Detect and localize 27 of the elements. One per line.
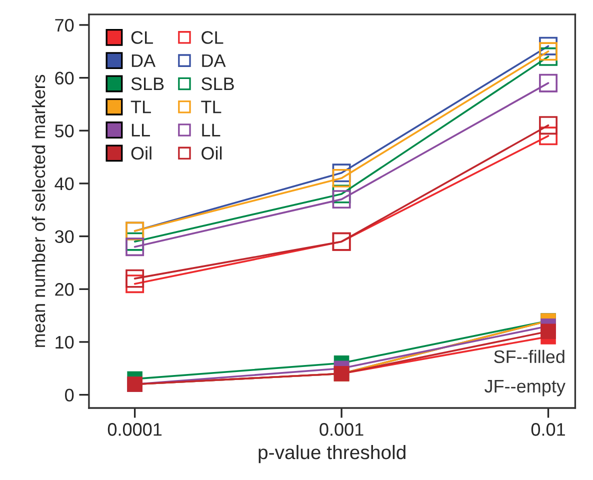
y-tick-label: 10 (56, 336, 74, 349)
legend-label: LL (202, 124, 220, 136)
x-tick-label: 0.0001 (108, 423, 162, 436)
legend-label: Oil (131, 146, 152, 160)
legend-label: DA (132, 54, 156, 67)
y-tick-label: 40 (54, 177, 74, 190)
y-tick-label: 30 (54, 230, 74, 244)
y-tick-label: 0 (65, 388, 74, 402)
y-tick-label: 20 (55, 283, 74, 296)
x-axis-title: p-value threshold (258, 444, 406, 464)
legend-label: SLB (131, 77, 164, 90)
x-tick-label: 0.001 (320, 423, 364, 436)
legend-label: CL (202, 31, 224, 44)
y-tick-label: 50 (55, 124, 74, 138)
legend-label: SLB (202, 77, 234, 90)
legend-label: LL (132, 124, 150, 136)
annotation: SF--filled (494, 350, 564, 364)
legend-label: DA (202, 54, 226, 67)
y-tick-label: 60 (55, 72, 74, 85)
legend-label: TL (201, 100, 222, 114)
legend-label: TL (130, 100, 151, 114)
x-tick-label: 0.01 (531, 423, 565, 436)
legend-label: Oil (202, 146, 222, 160)
legend-label: CL (131, 31, 153, 44)
y-axis-title: mean number of selected markers (32, 74, 46, 347)
annotation: JF--empty (484, 380, 566, 396)
y-tick-label: 70 (55, 18, 74, 32)
